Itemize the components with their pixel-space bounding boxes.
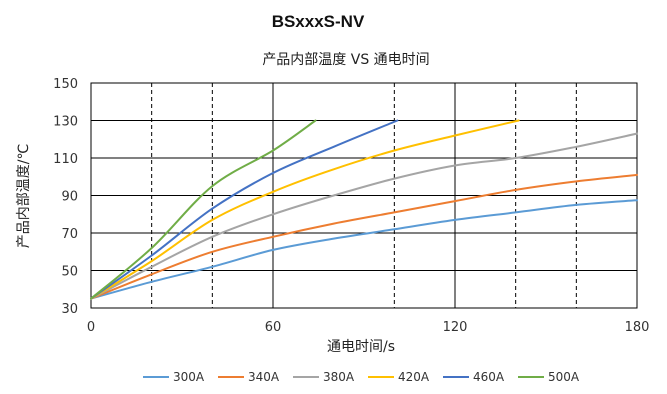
- legend-item-380a: 380A: [293, 370, 355, 384]
- product-title: BSxxxS-NV: [272, 12, 365, 31]
- y-ticks: 30 50 70 90 110 130 150: [53, 77, 78, 317]
- series-line-500a: [90, 119, 317, 300]
- x-ticks: 0 60 120 180: [87, 320, 650, 335]
- series-line-460a: [90, 119, 399, 300]
- legend-label: 380A: [323, 370, 355, 384]
- legend-label: 500A: [548, 370, 580, 384]
- x-tick-label: 180: [625, 320, 650, 335]
- plot-border: [90, 82, 638, 309]
- y-tick-label: 110: [53, 152, 78, 167]
- legend-label: 420A: [398, 370, 430, 384]
- legend-label: 300A: [173, 370, 205, 384]
- chart-title: 产品内部温度 VS 通电时间: [262, 52, 429, 68]
- legend-label: 340A: [248, 370, 280, 384]
- x-tick-label: 0: [87, 320, 95, 335]
- y-tick-label: 130: [53, 115, 78, 130]
- legend-item-340a: 340A: [218, 370, 280, 384]
- y-tick-label: 90: [61, 190, 78, 205]
- legend-item-300a: 300A: [143, 370, 205, 384]
- series-line-300a: [90, 199, 638, 300]
- series-line-380a: [90, 132, 638, 300]
- x-tick-label: 60: [265, 320, 282, 335]
- series-line-340a: [90, 173, 638, 300]
- y-tick-label: 30: [61, 302, 78, 317]
- y-tick-label: 70: [61, 227, 78, 242]
- legend-item-500a: 500A: [518, 370, 580, 384]
- series-lines: [90, 119, 638, 300]
- legend: 300A 340A 380A 420A 460A 500A: [143, 370, 580, 384]
- x-axis-label: 通电时间/s: [327, 339, 395, 355]
- legend-label: 460A: [473, 370, 505, 384]
- y-tick-label: 50: [61, 265, 78, 280]
- series-line-420a: [90, 119, 520, 300]
- legend-item-420a: 420A: [368, 370, 430, 384]
- plot-frame: [90, 82, 638, 309]
- legend-item-460a: 460A: [443, 370, 505, 384]
- y-axis-label: 产品内部温度/℃: [16, 144, 32, 248]
- x-tick-label: 120: [443, 320, 468, 335]
- y-tick-label: 150: [53, 77, 78, 92]
- grid: [90, 82, 638, 309]
